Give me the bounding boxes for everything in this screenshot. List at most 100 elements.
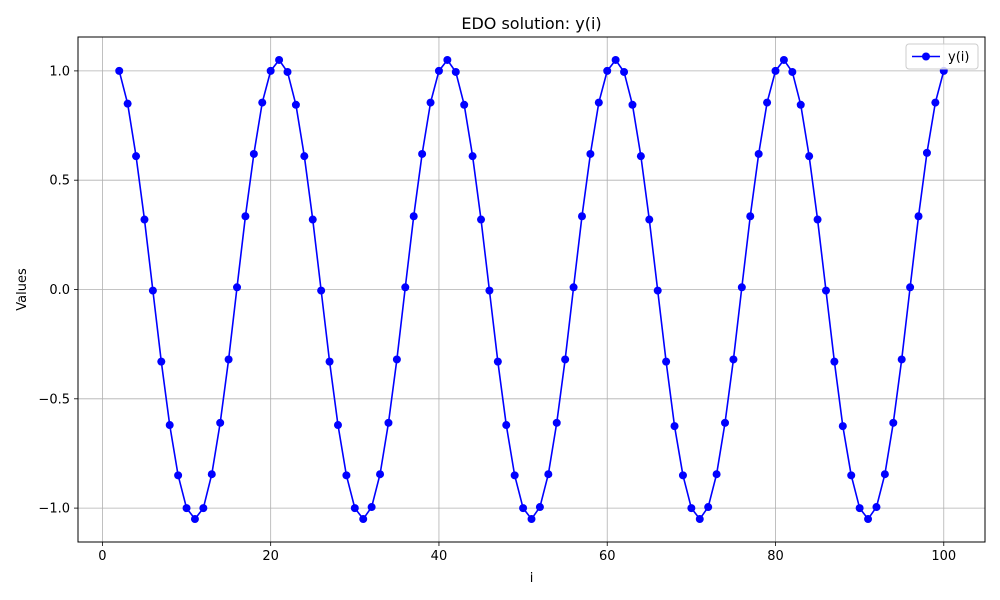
x-tick-label: 40: [431, 549, 448, 564]
data-point: [670, 422, 679, 431]
data-point: [805, 152, 814, 161]
data-point: [376, 470, 385, 479]
data-point: [561, 355, 570, 364]
data-point: [266, 66, 275, 75]
data-point: [922, 148, 931, 157]
data-point: [409, 212, 418, 221]
legend-box: [905, 43, 979, 70]
data-point: [300, 152, 309, 161]
data-point: [216, 418, 225, 427]
data-point: [148, 286, 157, 295]
data-point: [603, 66, 612, 75]
data-point: [182, 504, 191, 513]
data-point: [502, 421, 511, 430]
series-layer: [115, 55, 948, 524]
data-point: [350, 504, 359, 513]
data-point: [477, 215, 486, 224]
data-point: [830, 357, 839, 366]
data-point: [897, 355, 906, 364]
data-point: [569, 283, 578, 292]
data-point: [207, 470, 216, 479]
data-point: [611, 55, 620, 64]
data-point: [678, 471, 687, 480]
x-tick-label: 100: [931, 549, 956, 564]
data-point: [468, 152, 477, 161]
grid: [78, 37, 985, 542]
data-point: [645, 215, 654, 224]
data-point: [510, 471, 519, 480]
data-point: [906, 283, 915, 292]
data-point: [754, 149, 763, 158]
data-point: [931, 98, 940, 107]
data-point: [199, 504, 208, 513]
data-point: [123, 99, 132, 108]
data-point: [115, 66, 124, 75]
data-point: [872, 503, 881, 512]
data-point: [628, 100, 637, 109]
data-point: [384, 418, 393, 427]
data-point: [729, 355, 738, 364]
legend-label: y(i): [948, 50, 969, 65]
data-point: [401, 283, 410, 292]
data-point: [367, 503, 376, 512]
data-point: [451, 67, 460, 76]
data-point: [687, 504, 696, 513]
data-point: [392, 355, 401, 364]
y-tick-label: −1.0: [38, 502, 70, 517]
data-point: [653, 286, 662, 295]
data-point: [737, 283, 746, 292]
data-point: [620, 67, 629, 76]
x-tick-label: 60: [599, 549, 616, 564]
data-point: [165, 421, 174, 430]
data-point: [325, 357, 334, 366]
data-point: [241, 212, 250, 221]
y-tick-label: 0.0: [49, 283, 70, 298]
data-point: [283, 67, 292, 76]
data-point: [889, 418, 898, 427]
x-tick-label: 20: [262, 549, 279, 564]
data-point: [527, 515, 536, 524]
data-point: [880, 470, 889, 479]
y-axis-title: Values: [15, 268, 30, 311]
y-tick-label: 1.0: [49, 64, 70, 79]
data-point: [544, 470, 553, 479]
legend: y(i): [905, 43, 979, 70]
data-point: [788, 67, 797, 76]
data-point: [763, 98, 772, 107]
data-point: [636, 152, 645, 161]
ticks: 0 20 40 60 80 100 −1.0 −0.5 0.0 0.5 1.0: [38, 64, 956, 564]
data-point: [291, 100, 300, 109]
data-point: [258, 98, 267, 107]
data-point: [342, 471, 351, 480]
data-point: [535, 503, 544, 512]
data-point: [552, 418, 561, 427]
data-point: [838, 422, 847, 431]
x-tick-label: 0: [98, 549, 106, 564]
data-point: [426, 98, 435, 107]
data-point: [443, 55, 452, 64]
data-point: [746, 212, 755, 221]
data-point: [704, 503, 713, 512]
legend-marker-sample: [922, 52, 930, 61]
data-point: [485, 286, 494, 295]
data-point: [914, 212, 923, 221]
data-point: [249, 149, 258, 158]
data-point: [174, 471, 183, 480]
data-point: [796, 100, 805, 109]
data-point: [577, 212, 586, 221]
data-point: [308, 215, 317, 224]
y-tick-label: −0.5: [38, 392, 70, 407]
data-point: [855, 504, 864, 513]
data-point: [821, 286, 830, 295]
data-point: [586, 149, 595, 158]
data-point: [813, 215, 822, 224]
data-point: [418, 149, 427, 158]
data-point: [333, 421, 342, 430]
data-point: [233, 283, 242, 292]
data-point: [140, 215, 149, 224]
y-tick-label: 0.5: [49, 174, 70, 189]
data-point: [132, 152, 141, 161]
data-point: [771, 66, 780, 75]
